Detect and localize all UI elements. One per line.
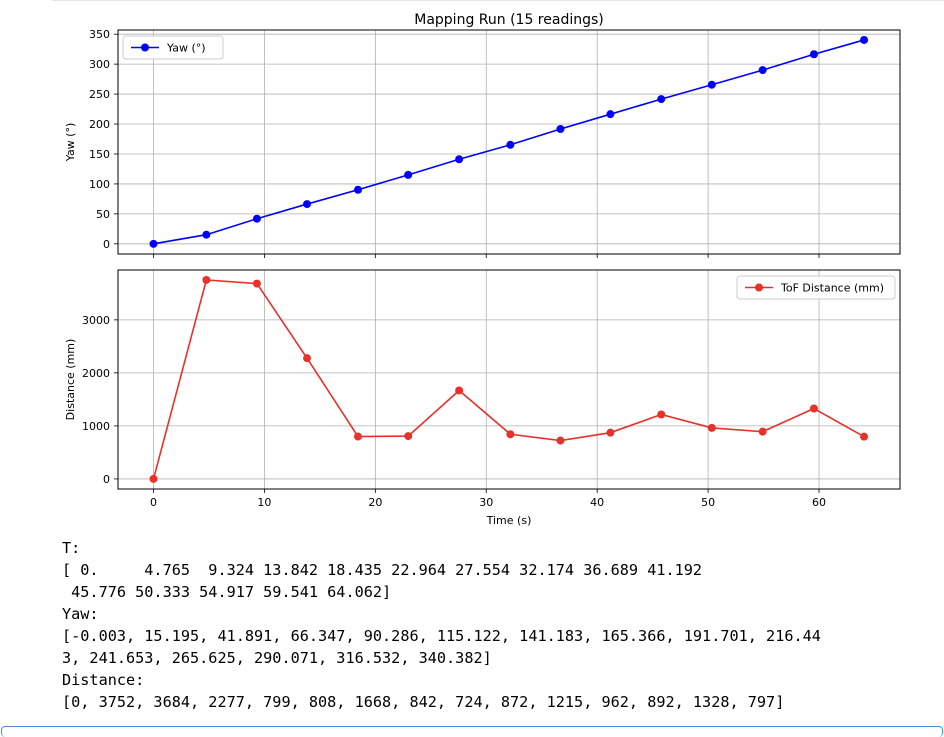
data-point	[506, 430, 515, 439]
data-point	[252, 214, 261, 223]
legend-marker	[141, 43, 149, 52]
data-point	[353, 185, 362, 194]
y-tick-label: 3000	[82, 314, 110, 327]
y-tick-label: 50	[96, 208, 110, 221]
data-point	[707, 80, 716, 89]
data-point	[404, 170, 413, 179]
yaw-grid	[118, 30, 900, 254]
yaw-ticks: 0 50 100 150 200 250 300 350	[89, 28, 820, 258]
data-point	[606, 110, 615, 119]
legend-marker	[755, 283, 763, 292]
x-tick-label: 50	[701, 496, 715, 509]
data-point	[606, 428, 615, 437]
series-line	[152, 279, 865, 480]
data-point	[860, 432, 869, 441]
data-point	[404, 432, 413, 441]
distance-axes-frame	[117, 269, 901, 490]
y-tick-label: 0	[103, 473, 110, 486]
data-point	[455, 386, 464, 395]
distance-grid	[118, 270, 900, 489]
data-point	[860, 35, 869, 44]
distance-plot	[149, 275, 869, 483]
data-point	[809, 404, 818, 413]
distance-ticks: 0 10 20 30 40 50 60 0 1000 2000 3000	[82, 314, 826, 509]
yaw-chart-title: Mapping Run (15 readings)	[414, 12, 604, 28]
cell-output-text: T: [ 0. 4.765 9.324 13.842 18.435 22.964…	[62, 539, 821, 711]
data-point	[758, 427, 767, 436]
data-point	[252, 279, 261, 288]
x-tick-label: 0	[150, 496, 157, 509]
y-tick-label: 150	[89, 148, 110, 161]
data-point	[657, 95, 666, 104]
yaw-axes-frame	[117, 29, 901, 255]
y-tick-label: 1000	[82, 420, 110, 433]
next-cell-frame	[1, 726, 943, 737]
data-point	[556, 436, 565, 445]
data-point	[758, 66, 767, 75]
time-x-axis-label: Time (s)	[486, 514, 532, 527]
data-point	[202, 230, 211, 239]
x-tick-label: 60	[812, 496, 826, 509]
cell-top-rule	[52, 0, 944, 1]
x-tick-label: 40	[590, 496, 604, 509]
data-point	[149, 474, 158, 483]
data-point	[657, 410, 666, 419]
y-tick-label: 2000	[82, 367, 110, 380]
data-point	[506, 140, 515, 149]
distance-legend: ToF Distance (mm)	[736, 275, 896, 300]
legend-box	[122, 35, 224, 60]
data-point	[809, 50, 818, 59]
data-point	[455, 155, 464, 164]
legend-label: ToF Distance (mm)	[780, 282, 884, 295]
x-tick-label: 30	[479, 496, 493, 509]
data-point	[202, 275, 211, 284]
data-point	[149, 239, 158, 248]
x-tick-label: 10	[257, 496, 271, 509]
y-tick-label: 100	[89, 178, 110, 191]
y-tick-label: 200	[89, 118, 110, 131]
data-point	[556, 125, 565, 134]
distance-axes: 0 10 20 30 40 50 60 0 1000 2000 3000 Distance (mm)…	[64, 269, 901, 527]
y-tick-label: 0	[103, 238, 110, 251]
distance-y-axis-label: Distance (mm)	[64, 339, 77, 421]
x-tick-label: 20	[368, 496, 382, 509]
yaw-legend: Yaw (°)	[122, 35, 224, 60]
data-point	[303, 354, 312, 363]
data-point	[353, 432, 362, 441]
yaw-y-axis-label: Yaw (°)	[64, 123, 77, 163]
yaw-axes: 0 50 100 150 200 250 300 350 Mapping Run (15 re…	[64, 12, 901, 258]
yaw-plot	[149, 35, 869, 248]
y-tick-label: 300	[89, 58, 110, 71]
legend-label: Yaw (°)	[166, 42, 206, 55]
data-point	[707, 423, 716, 432]
y-tick-label: 250	[89, 88, 110, 101]
y-tick-label: 350	[89, 28, 110, 41]
data-point	[303, 200, 312, 209]
legend-box	[736, 275, 896, 300]
